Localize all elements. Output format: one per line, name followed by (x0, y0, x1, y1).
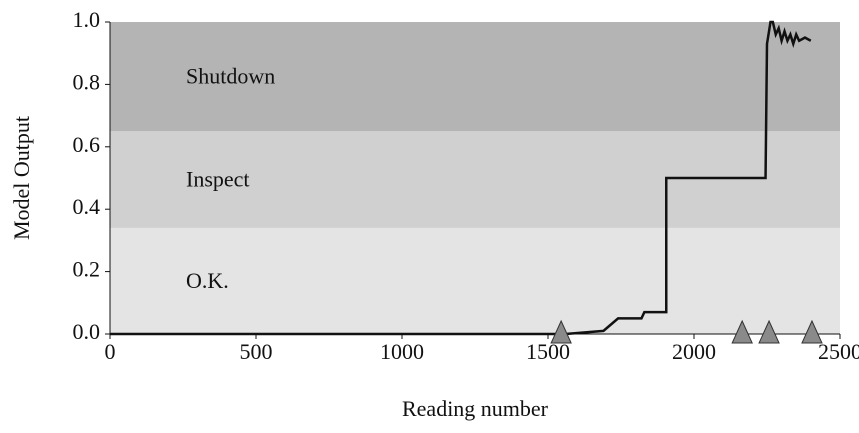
marker (801, 319, 823, 344)
band (110, 227, 840, 334)
band (110, 22, 840, 132)
y-tick-label: 0.2 (73, 257, 101, 282)
marker (758, 319, 780, 344)
y-tick-label: 0.0 (73, 319, 101, 344)
marker (550, 319, 572, 344)
line (110, 20, 812, 336)
x-tick-label: 500 (240, 339, 273, 364)
y-tick-label: 1.0 (73, 7, 101, 32)
x-tick-label: 2000 (672, 339, 716, 364)
y-tick-label: 0.6 (73, 132, 101, 157)
band-label: Inspect (186, 167, 250, 192)
y-tick-label: 0.4 (73, 194, 101, 219)
band-label: Shutdown (186, 64, 275, 89)
x-tick-label: 0 (105, 339, 116, 364)
y-axis-label: Model Output (9, 116, 34, 240)
marker (731, 319, 753, 344)
band (110, 131, 840, 228)
x-tick-label: 1000 (380, 339, 424, 364)
x-axis-label: Reading number (402, 396, 549, 421)
band-label: O.K. (186, 268, 229, 293)
y-tick-label: 0.8 (73, 69, 101, 94)
x-tick-label: 2500 (818, 339, 859, 364)
